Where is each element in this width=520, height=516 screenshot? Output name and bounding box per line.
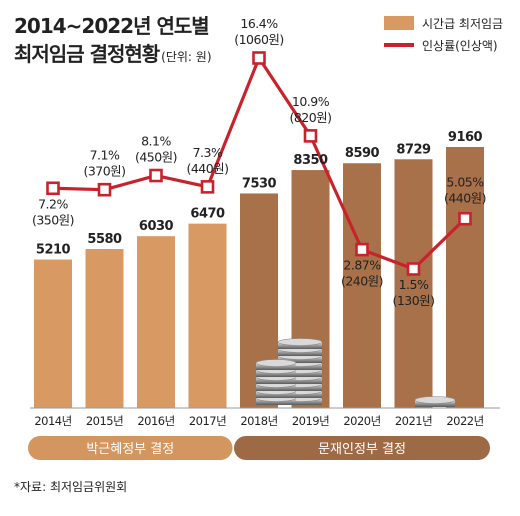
bar-value-label: 5210	[36, 243, 71, 258]
bar-value-label: 5580	[87, 232, 122, 247]
era-band	[234, 436, 490, 460]
rate-percent-label: 2.87%	[343, 258, 381, 273]
x-tick-label: 2016년	[137, 414, 174, 428]
era-label: 박근혜정부 결정	[86, 442, 174, 457]
rate-marker	[406, 262, 421, 276]
rate-percent-label: 10.9%	[292, 94, 330, 109]
rate-amount-label: (350원)	[32, 212, 74, 227]
rate-amount-label: (1060원)	[234, 32, 284, 47]
rate-percent-label: 7.3%	[193, 145, 223, 160]
x-tick-label: 2018년	[240, 414, 277, 428]
x-tick-label: 2020년	[343, 414, 380, 428]
rate-percent-label: 7.2%	[38, 196, 68, 211]
legend: 시간급 최저임금 인상률(인상액)	[384, 12, 503, 56]
bar-2015년	[85, 249, 124, 408]
x-tick-label: 2014년	[34, 414, 71, 428]
x-tick-label: 2021년	[395, 414, 432, 428]
bar-value-label: 8350	[293, 153, 328, 168]
rate-amount-label: (820원)	[289, 110, 331, 125]
bar-2022년	[446, 147, 484, 408]
chart-plot: 5210 5580 6030 6470 7530 8350 8590 8729 9160 7.2%…	[28, 16, 500, 460]
rate-percent-label: 7.1%	[90, 148, 120, 163]
rate-marker	[149, 168, 163, 183]
bar-2016년	[137, 236, 175, 408]
rate-amount-label: (440원)	[444, 191, 486, 206]
bar-value-label: 9160	[448, 130, 483, 145]
rate-amount-label: (130원)	[392, 293, 434, 308]
x-tick-label: 2019년	[292, 414, 329, 428]
legend-item-bar: 시간급 최저임금	[384, 12, 503, 34]
rate-amount-label: (450원)	[135, 150, 177, 165]
rate-marker	[46, 181, 60, 196]
bar-value-label: 6030	[139, 219, 174, 234]
chart-title-text: 최저임금 결정현황	[14, 42, 160, 66]
rate-marker	[355, 242, 369, 257]
rate-percent-label: 5.05%	[446, 175, 484, 190]
legend-item-line: 인상률(인상액)	[384, 34, 503, 56]
coin-face	[255, 359, 297, 367]
era-label: 문재인정부 결정	[318, 442, 406, 457]
rate-marker	[458, 211, 472, 226]
era-band	[28, 436, 233, 460]
unit-note: (단위: 원)	[161, 50, 212, 64]
bar-value-label: 8729	[396, 142, 431, 157]
bar-2020년	[343, 163, 381, 408]
source-note: *자료: 최저임금위원회	[14, 480, 128, 494]
legend-label-bar: 시간급 최저임금	[422, 16, 504, 31]
rate-percent-label: 1.5%	[399, 277, 429, 292]
rate-marker	[200, 180, 215, 194]
x-tick-label: 2017년	[189, 414, 226, 428]
bar-value-label: 6470	[190, 207, 225, 222]
rate-amount-label: (440원)	[186, 161, 228, 176]
rate-percent-label: 16.4%	[240, 16, 278, 31]
chart-title-line1: 2014~2022년 연도별	[14, 14, 210, 38]
bar-2021년	[394, 159, 433, 408]
rate-marker	[303, 129, 318, 143]
bar-2014년	[34, 259, 72, 408]
legend-label-line: 인상률(인상액)	[422, 38, 498, 53]
bar-value-label: 7530	[242, 176, 277, 191]
x-tick-label: 2022년	[446, 414, 483, 428]
x-tick-label: 2015년	[86, 414, 123, 428]
coin-stack-illustration	[255, 338, 456, 407]
legend-swatch-line	[384, 43, 414, 47]
rate-amount-label: (240원)	[341, 274, 383, 289]
rate-marker	[97, 182, 112, 197]
rate-marker	[252, 51, 266, 65]
bar-2017년	[188, 223, 227, 408]
coin-face	[414, 396, 456, 404]
rate-percent-label: 8.1%	[141, 134, 171, 149]
rate-amount-label: (370원)	[83, 164, 125, 179]
legend-swatch-bar	[384, 16, 414, 30]
chart-title-line2: 최저임금 결정현황 (단위: 원)	[14, 38, 212, 67]
bar-value-label: 8590	[345, 146, 380, 161]
coin-face	[277, 338, 323, 346]
